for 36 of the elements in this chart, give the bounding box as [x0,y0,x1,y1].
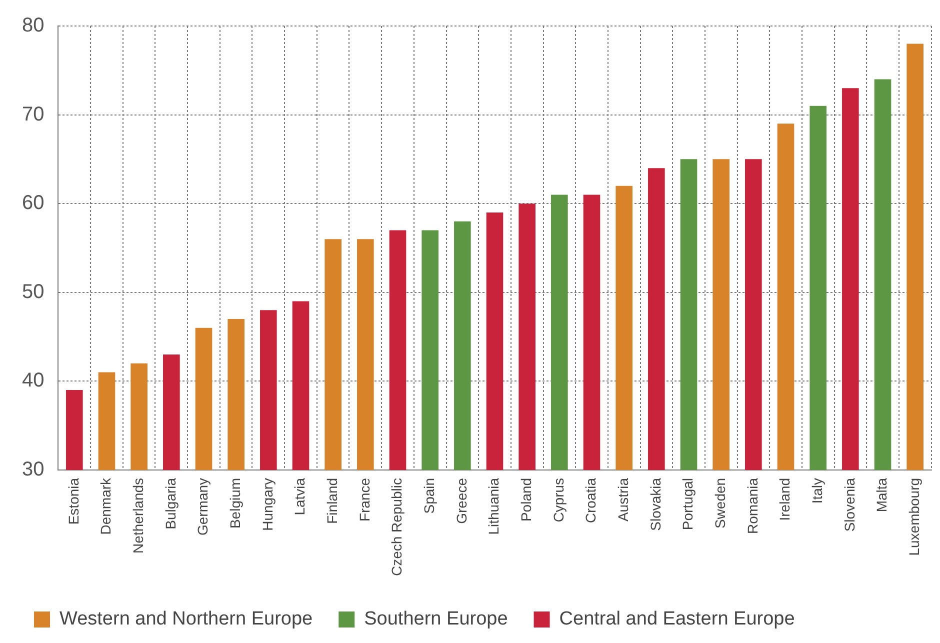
x-tick-label: Portugal [680,478,696,530]
x-tick-label: Slovakia [647,478,664,531]
y-tick-label: 80 [22,14,44,37]
x-tick-label: Estonia [65,478,82,525]
x-tick-label: Spain [420,478,437,514]
x-tick-label: Luxembourg [906,478,922,556]
x-tick-label: Romania [744,478,760,534]
x-tick-label: Denmark [98,476,114,535]
legend-label: Western and Northern Europe [60,608,313,630]
x-tick-label: Austria [614,478,631,522]
x-tick-label: Ireland [776,478,793,521]
legend-label: Central and Eastern Europe [559,608,795,630]
x-tick-label: Bulgaria [162,478,178,530]
x-tick-label: Latvia [292,478,308,516]
x-tick-label: Germany [194,478,211,536]
y-tick-label: 40 [22,370,44,392]
x-tick-label: Belgium [226,478,243,529]
x-tick-label: Italy [808,478,825,504]
y-tick-label: 60 [22,192,44,214]
x-tick-label: Malta [874,478,890,512]
y-tick-label: 70 [22,103,44,126]
x-tick-label: Croatia [582,478,599,524]
x-tick-label: Poland [518,478,534,522]
x-tick-label: Hungary [259,478,276,531]
x-tick-label: France [356,478,372,522]
x-tick-label: Czech Republic [388,478,405,576]
y-tick-label: 50 [22,280,44,303]
legend-label: Southern Europe [364,608,508,630]
x-tick-label: Sweden [712,478,728,529]
x-tick-label: Greece [453,478,470,524]
x-tick-label: Lithuania [486,478,502,535]
x-tick-label: Cyprus [550,478,566,522]
x-tick-label: Netherlands [130,478,146,554]
x-tick-label: Finland [324,478,340,524]
x-tick-label: Slovenia [841,478,858,532]
y-tick-label: 30 [22,458,44,480]
